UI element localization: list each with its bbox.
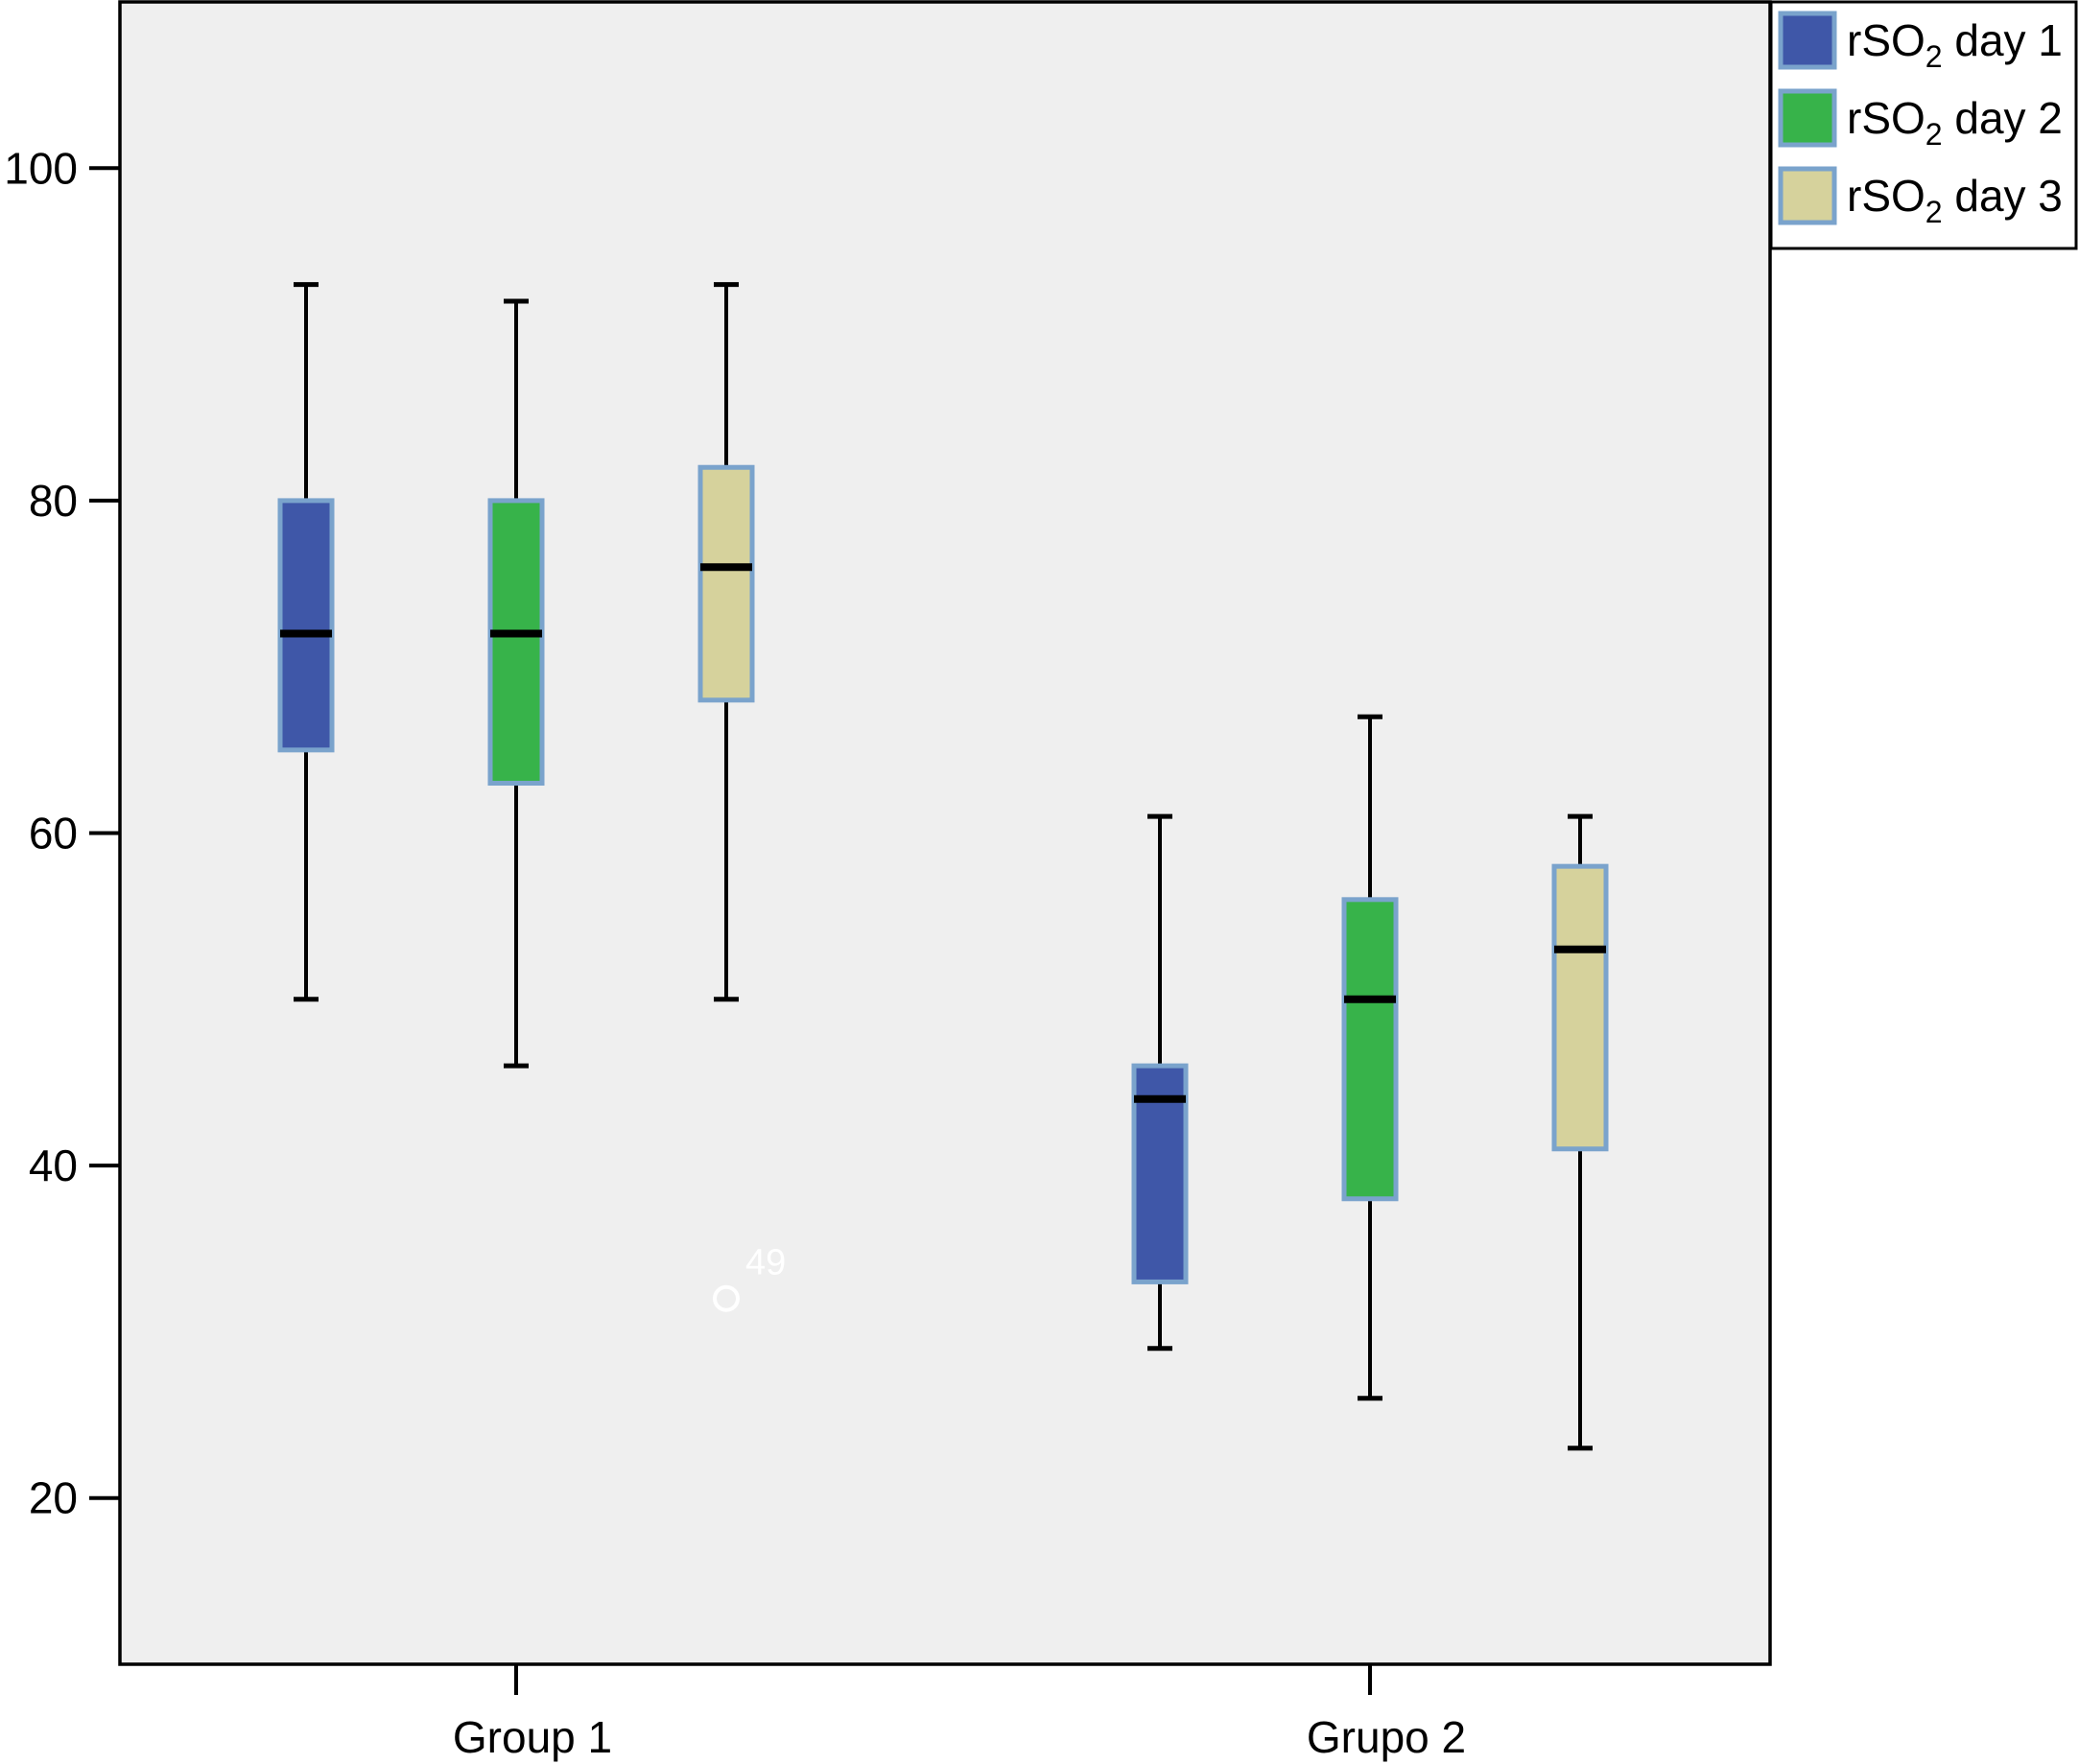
legend-label-base: rSO: [1847, 93, 1925, 143]
outliers-layer: 49: [713, 1243, 786, 1312]
box-plot: [1551, 813, 1609, 1451]
legend-label: rSO2 day 1: [1847, 15, 2063, 74]
y-tick-label: 100: [4, 143, 78, 193]
legend-label-rest: day 3: [1943, 171, 2063, 221]
box-plot: [1131, 813, 1189, 1352]
x-axis: Group 1 Grupo 2: [453, 1664, 1466, 1762]
legend-label-rest: day 2: [1943, 93, 2063, 143]
boxes-layer: [277, 282, 1609, 1451]
x-tick-label: Group 1: [453, 1712, 612, 1762]
legend-swatch: [1778, 88, 1837, 148]
legend-label: rSO2 day 2: [1847, 93, 2063, 152]
outlier-point: [713, 1284, 740, 1312]
legend-label-subscript: 2: [1925, 39, 1943, 74]
legend-label-base: rSO: [1847, 171, 1925, 221]
iqr-box: [697, 464, 755, 703]
y-tick-label: 80: [29, 476, 78, 526]
iqr-box: [487, 498, 545, 787]
box-plot: [487, 298, 545, 1069]
y-tick-label: 40: [29, 1141, 78, 1190]
outlier-label: 49: [745, 1243, 786, 1283]
legend-label-subscript: 2: [1925, 195, 1943, 229]
y-axis: 20 40 60 80 100: [4, 143, 120, 1523]
legend-swatch: [1778, 11, 1837, 70]
box-plot: [1341, 714, 1399, 1401]
y-tick-label: 60: [29, 809, 78, 858]
legend-label-subscript: 2: [1925, 117, 1943, 152]
legend-label: rSO2 day 3: [1847, 171, 2063, 229]
box-plot: [277, 282, 335, 1002]
box-plot: [697, 282, 755, 1002]
iqr-box: [1551, 863, 1609, 1152]
iqr-box: [277, 498, 335, 753]
x-tick-label: Grupo 2: [1307, 1712, 1466, 1762]
legend-swatch: [1778, 166, 1837, 225]
legend-label-base: rSO: [1847, 15, 1925, 65]
y-tick-label: 20: [29, 1473, 78, 1523]
legend-label-rest: day 1: [1943, 15, 2063, 65]
plot-area: [118, 0, 1772, 1666]
iqr-box: [1341, 897, 1399, 1202]
